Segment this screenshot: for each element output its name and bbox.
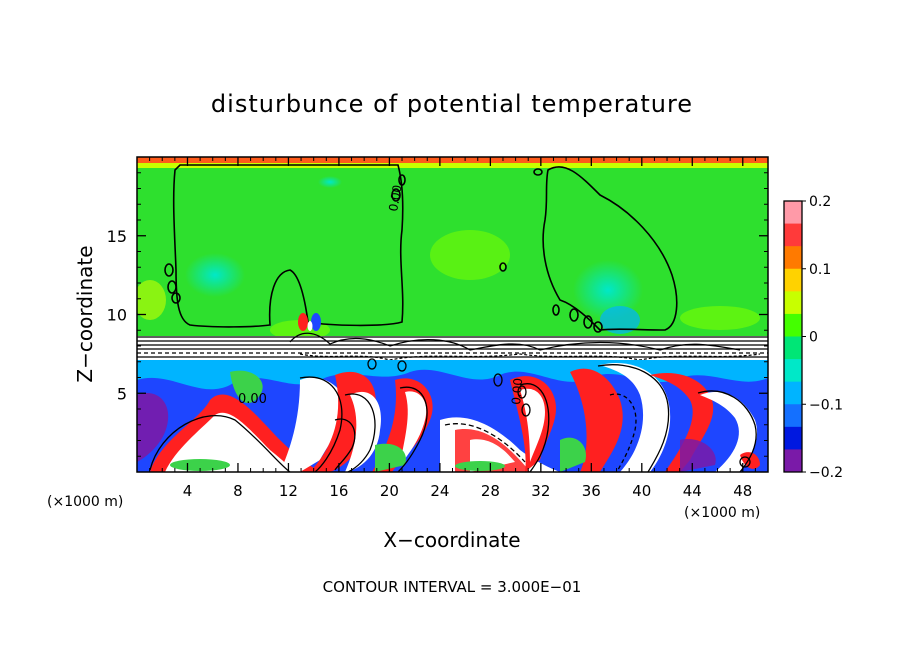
x-tick-label: 40 — [632, 482, 651, 500]
y-axis-label: Z−coordinate — [73, 245, 97, 382]
x-tick-label: 48 — [733, 482, 752, 500]
colorbar-tick-label: 0.1 — [809, 262, 831, 278]
x-tick-label: 36 — [582, 482, 601, 500]
colorbar-tick-label: −0.2 — [809, 465, 843, 481]
svg-text:0.00: 0.00 — [238, 392, 267, 407]
colorbar-swatch — [784, 313, 802, 337]
y-tick-label: 5 — [117, 384, 127, 403]
x-tick-label: 4 — [183, 482, 193, 500]
colorbar-swatch — [784, 426, 802, 450]
colorbar-swatch — [784, 201, 802, 225]
x-tick-label: 20 — [380, 482, 399, 500]
svg-text:0.00: 0.00 — [509, 377, 525, 405]
transition-band — [137, 336, 768, 360]
colorbar-tick-label: −0.1 — [809, 397, 843, 413]
colorbar-tick-label: 0 — [809, 330, 818, 346]
x-tick-label: 16 — [329, 482, 348, 500]
contour-label: 0.00 — [509, 377, 525, 405]
chart-title: disturbunce of potential temperature — [211, 90, 693, 118]
x-unit-right: (×1000 m) — [684, 505, 760, 521]
svg-text:0.00: 0.00 — [386, 184, 404, 213]
x-tick-label: 44 — [683, 482, 702, 500]
y-tick-label: 15 — [107, 227, 127, 246]
x-tick-label: 24 — [430, 482, 449, 500]
y-axis: 5 10 15 — [107, 172, 768, 457]
colorbar-swatch — [784, 359, 802, 383]
colorbar-swatch — [784, 404, 802, 428]
x-tick-label: 12 — [279, 482, 298, 500]
colorbar-swatch — [784, 246, 802, 270]
contour-label: 0.00 — [386, 184, 404, 213]
x-axis: 4 8 12 16 20 24 28 32 36 40 44 48 — [149, 157, 756, 500]
colorbar-tick-label: 0.2 — [809, 194, 831, 210]
colorbar-swatch — [784, 268, 802, 292]
colorbar-swatch — [784, 381, 802, 405]
colorbar-swatch — [784, 291, 802, 315]
colorbar-swatch — [784, 449, 802, 473]
contour-label: 0.00 — [238, 392, 267, 407]
contour-interval-note: CONTOUR INTERVAL = 3.000E−01 — [323, 578, 582, 596]
x-tick-label: 28 — [481, 482, 500, 500]
x-tick-label: 32 — [531, 482, 550, 500]
y-tick-label: 10 — [107, 306, 127, 325]
plot-area: 0.00 — [137, 157, 768, 472]
x-axis-label: X−coordinate — [383, 528, 520, 552]
colorbar-swatch — [784, 336, 802, 360]
x-unit-left: (×1000 m) — [47, 494, 123, 510]
colorbar: 0.2 0.1 0 −0.1 −0.2 — [783, 194, 843, 481]
colorbar-swatch — [784, 223, 802, 247]
x-tick-label: 8 — [233, 482, 243, 500]
